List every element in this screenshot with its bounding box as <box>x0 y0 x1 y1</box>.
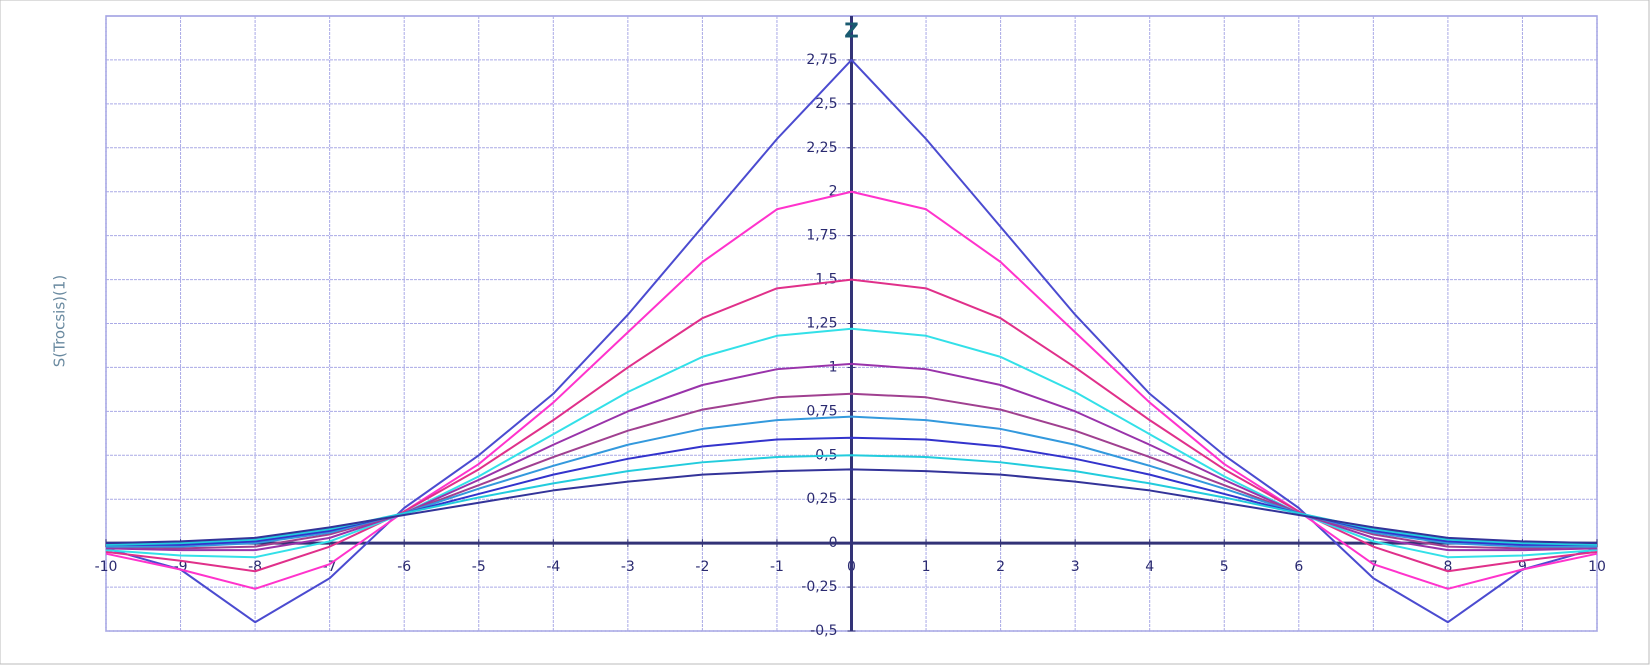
y-tick-label: 0,25 <box>806 491 837 507</box>
x-tick-label: -5 <box>472 559 486 575</box>
y-tick-label: 2,25 <box>806 140 837 156</box>
series-line <box>106 436 1597 546</box>
y-axis-label: S(Trocsis)(1) <box>51 275 69 368</box>
x-tick-label: 6 <box>1294 559 1303 575</box>
series-line <box>105 58 1598 624</box>
x-tick-label: 2 <box>996 559 1005 575</box>
axis-title: Z <box>844 19 859 43</box>
series-line <box>105 278 1598 573</box>
y-tick-label: 1,25 <box>806 316 837 332</box>
x-tick-label: 7 <box>1369 559 1378 575</box>
y-tick-label: 2 <box>829 184 838 200</box>
y-tick-label: 1 <box>829 359 838 375</box>
x-tick-label: -2 <box>695 559 709 575</box>
x-tick-label: 10 <box>1588 559 1606 575</box>
series-line <box>105 362 1598 552</box>
series-line <box>105 327 1598 559</box>
series-line <box>106 415 1597 548</box>
x-tick-label: 4 <box>1145 559 1154 575</box>
y-tick-label: -0,5 <box>810 623 837 639</box>
y-tick-label: -0,25 <box>801 579 837 595</box>
x-tick-label: 8 <box>1443 559 1452 575</box>
y-tick-label: 2,75 <box>806 52 837 68</box>
x-tick-label: 3 <box>1071 559 1080 575</box>
y-tick-label: 0,75 <box>806 403 837 419</box>
y-tick-label: 1,5 <box>815 272 837 288</box>
x-tick-label: 9 <box>1518 559 1527 575</box>
x-tick-label: -4 <box>546 559 560 575</box>
x-tick-label: -1 <box>770 559 784 575</box>
y-tick-label: 2,5 <box>815 96 837 112</box>
x-tick-label: 5 <box>1220 559 1229 575</box>
series-line <box>105 468 1598 545</box>
x-tick-label: 1 <box>922 559 931 575</box>
x-tick-label: -3 <box>621 559 635 575</box>
series-line <box>105 190 1598 590</box>
x-tick-label: -6 <box>397 559 411 575</box>
x-tick-label: -8 <box>248 559 262 575</box>
x-tick-label: -10 <box>95 559 118 575</box>
y-tick-label: 1,75 <box>806 228 837 244</box>
series-line <box>105 392 1598 550</box>
x-tick-label: -7 <box>323 559 337 575</box>
